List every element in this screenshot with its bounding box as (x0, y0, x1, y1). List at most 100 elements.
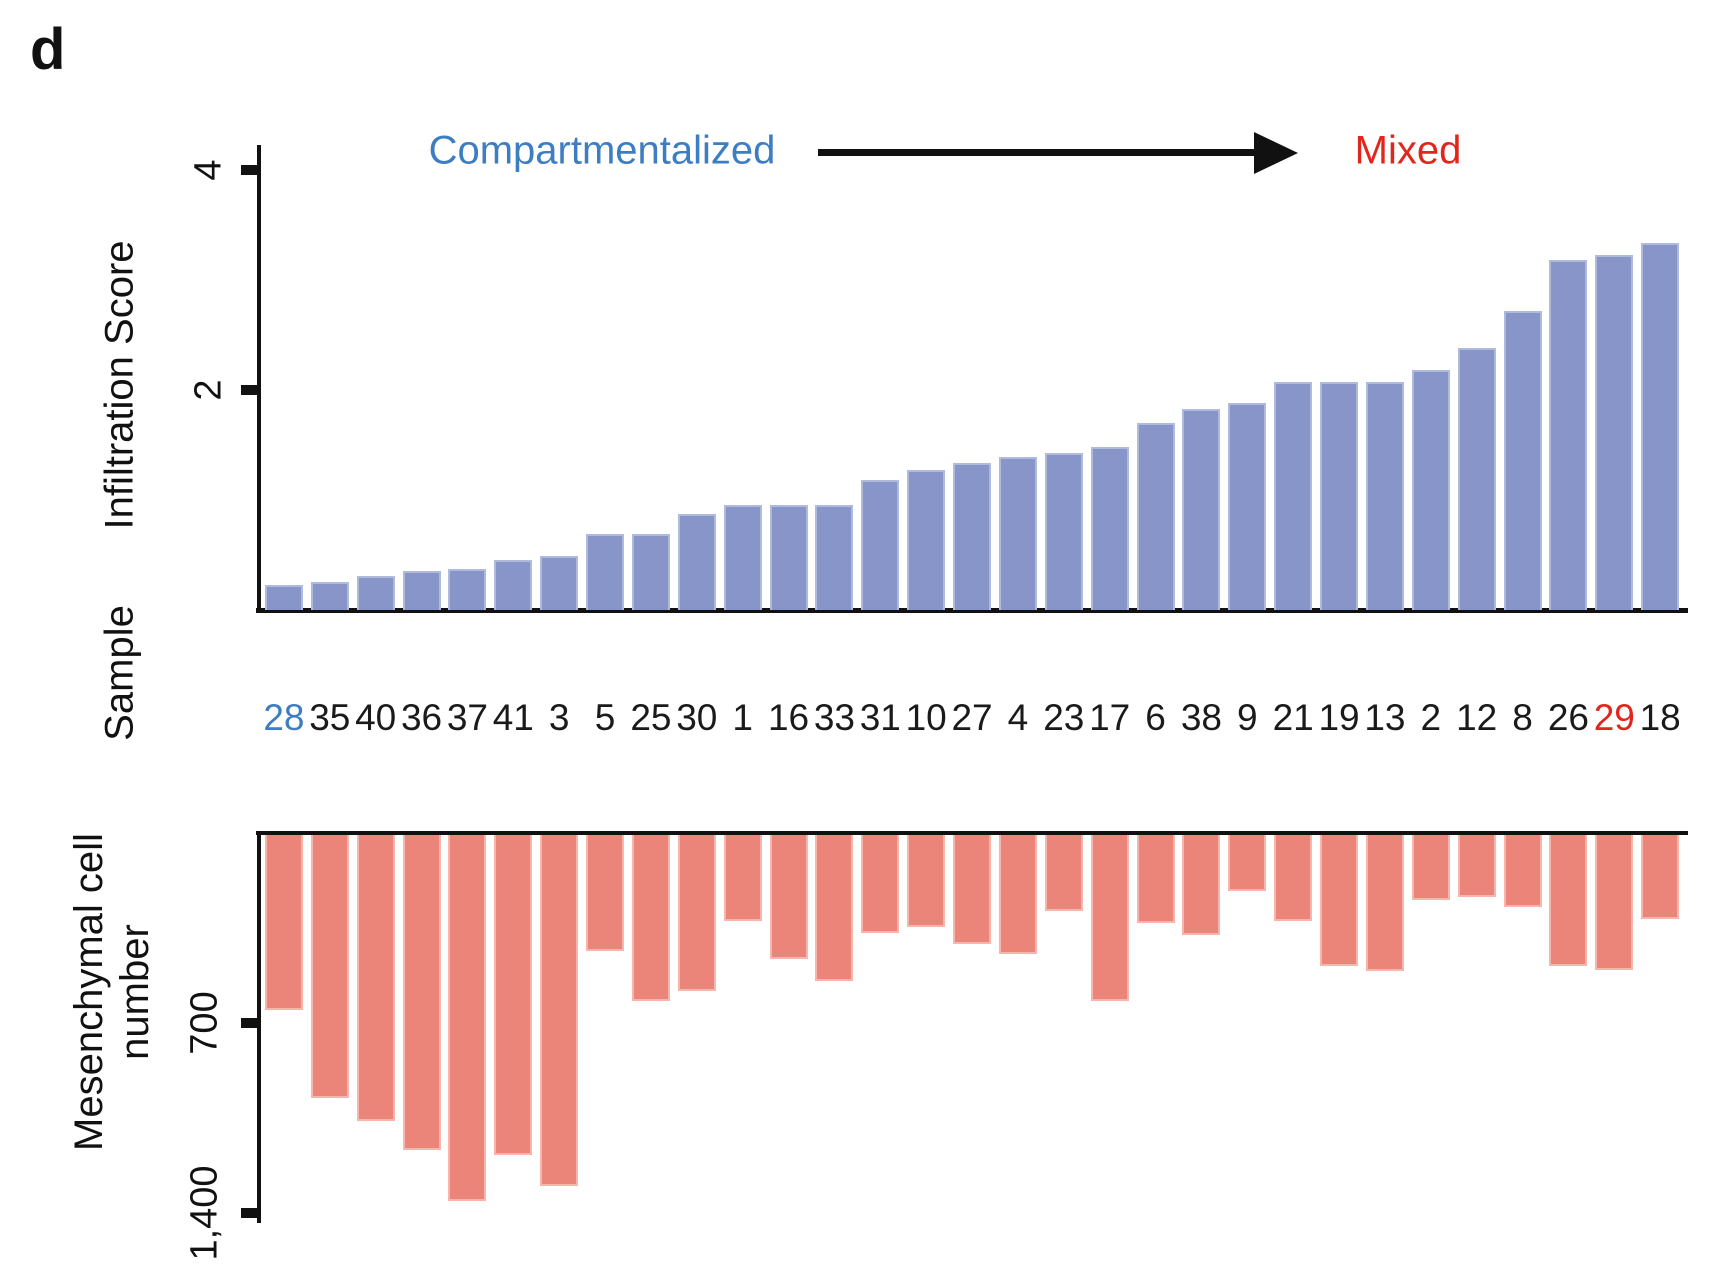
sample-label-27: 27 (951, 697, 993, 738)
sample-label-4: 4 (1007, 697, 1029, 738)
infiltration-bar-sample-40 (356, 576, 395, 610)
infiltration-bar-sample-30 (677, 514, 716, 610)
sample-label-13: 13 (1364, 697, 1406, 738)
bottom-chart-tick-700 (241, 1018, 258, 1028)
infiltration-bar-sample-36 (402, 571, 441, 610)
arrow-head-icon (1254, 132, 1298, 174)
infiltration-bar-sample-6 (1136, 423, 1175, 610)
arrow-line (818, 149, 1254, 156)
bottom-ylabel-line-2: number (113, 924, 157, 1060)
top-chart-y-axis-line (257, 145, 261, 613)
infiltration-bar-sample-23 (1044, 453, 1083, 610)
sample-label-37: 37 (446, 697, 489, 738)
mesenchymal-bar-sample-9 (1228, 835, 1267, 891)
mesenchymal-bar-sample-33 (815, 835, 854, 981)
sample-number-row: 28 35 40 36 37 41 3 5 25 30 1 16 33 31 10 27 4 23 17 6 38 9 21… (261, 697, 1683, 739)
sample-label-8: 8 (1512, 697, 1533, 738)
mesenchymal-bar-sample-3 (540, 835, 579, 1186)
sample-label-12: 12 (1456, 697, 1498, 738)
infiltration-bar-sample-8 (1503, 311, 1542, 610)
sample-label-35: 35 (309, 697, 351, 738)
infiltration-bar-sample-2 (1411, 370, 1450, 610)
sample-label-23: 23 (1043, 697, 1085, 738)
mesenchymal-bar-sample-4 (998, 835, 1037, 954)
mesenchymal-bar-sample-6 (1136, 835, 1175, 923)
infiltration-bar-sample-29 (1595, 255, 1634, 610)
sample-axis-label: Sample (97, 605, 142, 741)
bottom-chart-tick-label-1400: 1,400 (183, 1165, 226, 1261)
infiltration-bar-sample-19 (1320, 382, 1359, 610)
bottom-chart-y-axis-title: Mesenchymal cell number (66, 833, 158, 1151)
mesenchymal-bar-sample-38 (1182, 835, 1221, 935)
infiltration-bar-sample-18 (1641, 243, 1680, 610)
mesenchymal-bar-sample-41 (494, 835, 533, 1155)
infiltration-bar-sample-35 (310, 582, 349, 610)
sample-label-19: 19 (1318, 697, 1360, 738)
sample-label-5: 5 (594, 697, 616, 738)
infiltration-score-bars (261, 170, 1683, 610)
sample-label-18: 18 (1639, 697, 1681, 738)
sample-label-2: 2 (1420, 697, 1442, 738)
infiltration-bar-sample-10 (907, 470, 946, 610)
sample-label-25: 25 (630, 697, 672, 738)
mesenchymal-bar-sample-21 (1274, 835, 1313, 921)
mesenchymal-bar-sample-13 (1365, 835, 1404, 971)
mesenchymal-bar-sample-5 (586, 835, 625, 951)
sample-label-9: 9 (1237, 697, 1258, 738)
infiltration-bar-sample-21 (1274, 382, 1313, 610)
bottom-chart-x-axis-line (256, 831, 1688, 835)
mesenchymal-bar-sample-35 (310, 835, 349, 1098)
top-chart-tick-label-4: 4 (187, 159, 230, 181)
sample-label-17: 17 (1089, 697, 1131, 738)
infiltration-bar-sample-25 (631, 534, 670, 610)
infiltration-bar-sample-3 (540, 556, 579, 610)
sample-label-26: 26 (1547, 697, 1590, 738)
infiltration-bar-sample-37 (448, 569, 487, 610)
infiltration-bar-sample-12 (1457, 348, 1496, 610)
sample-label-38: 38 (1180, 697, 1223, 738)
sample-label-1: 1 (732, 697, 753, 738)
infiltration-bar-sample-31 (861, 480, 900, 610)
mesenchymal-bar-sample-18 (1641, 835, 1680, 919)
mesenchymal-bar-sample-25 (631, 835, 670, 1001)
bottom-ylabel-line-1: Mesenchymal cell (67, 833, 111, 1151)
top-chart-x-axis-line (256, 608, 1688, 613)
sample-label-29: 29 (1593, 697, 1635, 738)
top-chart-tick-label-2: 2 (187, 379, 230, 401)
infiltration-bar-sample-28 (264, 585, 303, 610)
top-chart-tick-2 (241, 385, 258, 395)
infiltration-bar-sample-26 (1549, 260, 1588, 610)
mesenchymal-cell-bars (261, 835, 1683, 1215)
mesenchymal-bar-sample-10 (907, 835, 946, 927)
sample-label-3: 3 (548, 697, 570, 738)
mesenchymal-bar-sample-17 (1090, 835, 1129, 1001)
mesenchymal-bar-sample-8 (1503, 835, 1542, 907)
top-chart-tick-4 (241, 165, 258, 175)
infiltration-bar-sample-9 (1228, 403, 1267, 610)
infiltration-bar-sample-5 (586, 534, 625, 610)
sample-label-40: 40 (355, 697, 397, 738)
sample-label-30: 30 (676, 697, 718, 738)
sample-label-6: 6 (1145, 697, 1166, 738)
infiltration-bar-sample-16 (769, 505, 808, 610)
top-chart-y-axis-title: Infiltration Score (97, 240, 142, 530)
infiltration-bar-sample-17 (1090, 447, 1129, 610)
infiltration-bar-sample-13 (1365, 382, 1404, 610)
panel-label: d (30, 17, 66, 82)
mesenchymal-bar-sample-31 (861, 835, 900, 933)
sample-label-21: 21 (1272, 697, 1314, 738)
mesenchymal-bar-sample-26 (1549, 835, 1588, 966)
infiltration-bar-sample-41 (494, 560, 533, 610)
mesenchymal-bar-sample-40 (356, 835, 395, 1121)
compartmentalized-label: Compartmentalized (428, 128, 776, 173)
sample-label-36: 36 (400, 697, 443, 738)
mesenchymal-bar-sample-27 (953, 835, 992, 944)
infiltration-bar-sample-27 (953, 463, 992, 610)
bottom-chart-tick-label-700: 700 (183, 991, 226, 1055)
infiltration-bar-sample-1 (723, 505, 762, 610)
mesenchymal-bar-sample-37 (448, 835, 487, 1201)
mesenchymal-bar-sample-30 (677, 835, 716, 991)
mixed-label: Mixed (1354, 128, 1462, 173)
mesenchymal-bar-sample-23 (1044, 835, 1083, 911)
